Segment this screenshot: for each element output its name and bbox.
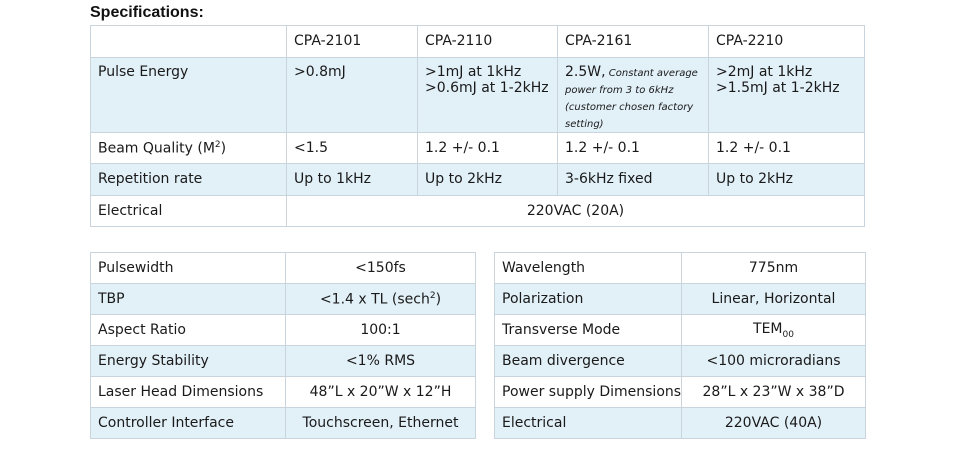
table-row: Pulsewidth <150fs bbox=[90, 252, 476, 284]
cell-value: >0.8mJ bbox=[286, 57, 418, 133]
cell-value: 28”L x 23”W x 38”D bbox=[681, 376, 866, 408]
table-row: Pulse Energy >0.8mJ >1mJ at 1kHz >0.6mJ … bbox=[90, 57, 865, 133]
cell-value: TEM00 bbox=[681, 314, 866, 346]
table-row: CPA-2101 CPA-2110 CPA-2161 CPA-2210 bbox=[90, 25, 865, 58]
model-header: CPA-2161 bbox=[557, 25, 709, 58]
row-label: Energy Stability bbox=[90, 345, 286, 377]
row-label: Laser Head Dimensions bbox=[90, 376, 286, 408]
cell-value: 1.2 +/- 0.1 bbox=[557, 132, 709, 164]
cell-line: >1mJ at 1kHz bbox=[425, 64, 522, 80]
cell-value: 1.2 +/- 0.1 bbox=[417, 132, 558, 164]
row-label: TBP bbox=[90, 283, 286, 315]
row-label: Controller Interface bbox=[90, 407, 286, 439]
table-row: Controller Interface Touchscreen, Ethern… bbox=[90, 407, 476, 439]
row-label: Polarization bbox=[494, 283, 682, 315]
general-specs-table-right: Wavelength 775nm Polarization Linear, Ho… bbox=[494, 252, 866, 439]
row-label: Power supply Dimensions bbox=[494, 376, 682, 408]
row-label: Transverse Mode bbox=[494, 314, 682, 346]
cell-note: Constant average power from 3 to 6kHz (c… bbox=[565, 68, 698, 130]
row-label: Electrical bbox=[90, 195, 287, 227]
cell-value: 220VAC (40A) bbox=[681, 407, 866, 439]
cell-value: Up to 2kHz bbox=[417, 163, 558, 196]
model-header: CPA-2210 bbox=[708, 25, 865, 58]
cell-value: 3-6kHz fixed bbox=[557, 163, 709, 196]
cell-line: >0.6mJ at 1-2kHz bbox=[425, 80, 549, 96]
cell-value: Up to 2kHz bbox=[708, 163, 865, 196]
cell-value: Up to 1kHz bbox=[286, 163, 418, 196]
cell-value: <1% RMS bbox=[285, 345, 476, 377]
table-row: Beam Quality (M2) <1.5 1.2 +/- 0.1 1.2 +… bbox=[90, 132, 865, 164]
table-row: Aspect Ratio 100:1 bbox=[90, 314, 476, 346]
cell-value: >1mJ at 1kHz >0.6mJ at 1-2kHz bbox=[417, 57, 558, 133]
specifications-heading: Specifications: bbox=[90, 4, 204, 21]
row-label: Electrical bbox=[494, 407, 682, 439]
cell-value: Touchscreen, Ethernet bbox=[285, 407, 476, 439]
cell-main-value: 2.5W, bbox=[565, 64, 606, 80]
model-specs-table: CPA-2101 CPA-2110 CPA-2161 CPA-2210 Puls… bbox=[90, 25, 865, 227]
table-row: Transverse Mode TEM00 bbox=[494, 314, 866, 346]
table-row: Repetition rate Up to 1kHz Up to 2kHz 3-… bbox=[90, 163, 865, 196]
row-label: Wavelength bbox=[494, 252, 682, 284]
table-row: Energy Stability <1% RMS bbox=[90, 345, 476, 377]
table-row: Electrical 220VAC (40A) bbox=[494, 407, 866, 439]
cell-value: 48”L x 20”W x 12”H bbox=[285, 376, 476, 408]
row-label: Pulse Energy bbox=[90, 57, 287, 133]
cell-value: 220VAC (20A) bbox=[286, 195, 865, 227]
cell-value: 1.2 +/- 0.1 bbox=[708, 132, 865, 164]
model-header: CPA-2101 bbox=[286, 25, 418, 58]
row-label: Beam Quality (M2) bbox=[90, 132, 287, 164]
cell-value: Linear, Horizontal bbox=[681, 283, 866, 315]
cell-line: >1.5mJ at 1-2kHz bbox=[716, 80, 840, 96]
corner-cell bbox=[90, 25, 287, 58]
row-label: Pulsewidth bbox=[90, 252, 286, 284]
cell-value: <1.4 x TL (sech2) bbox=[285, 283, 476, 315]
table-row: Power supply Dimensions 28”L x 23”W x 38… bbox=[494, 376, 866, 408]
cell-value: <1.5 bbox=[286, 132, 418, 164]
cell-value: 100:1 bbox=[285, 314, 476, 346]
general-specs-table-left: Pulsewidth <150fs TBP <1.4 x TL (sech2) … bbox=[90, 252, 476, 439]
cell-value: <100 microradians bbox=[681, 345, 866, 377]
cell-value: >2mJ at 1kHz >1.5mJ at 1-2kHz bbox=[708, 57, 865, 133]
table-row: TBP <1.4 x TL (sech2) bbox=[90, 283, 476, 315]
table-row: Electrical 220VAC (20A) bbox=[90, 195, 865, 227]
row-label: Beam divergence bbox=[494, 345, 682, 377]
cell-value: 2.5W, Constant average power from 3 to 6… bbox=[557, 57, 709, 133]
table-row: Beam divergence <100 microradians bbox=[494, 345, 866, 377]
row-label: Aspect Ratio bbox=[90, 314, 286, 346]
cell-value: 775nm bbox=[681, 252, 866, 284]
model-header: CPA-2110 bbox=[417, 25, 558, 58]
table-row: Laser Head Dimensions 48”L x 20”W x 12”H bbox=[90, 376, 476, 408]
row-label: Repetition rate bbox=[90, 163, 287, 196]
table-row: Polarization Linear, Horizontal bbox=[494, 283, 866, 315]
table-row: Wavelength 775nm bbox=[494, 252, 866, 284]
cell-line: >2mJ at 1kHz bbox=[716, 64, 813, 80]
cell-value: <150fs bbox=[285, 252, 476, 284]
